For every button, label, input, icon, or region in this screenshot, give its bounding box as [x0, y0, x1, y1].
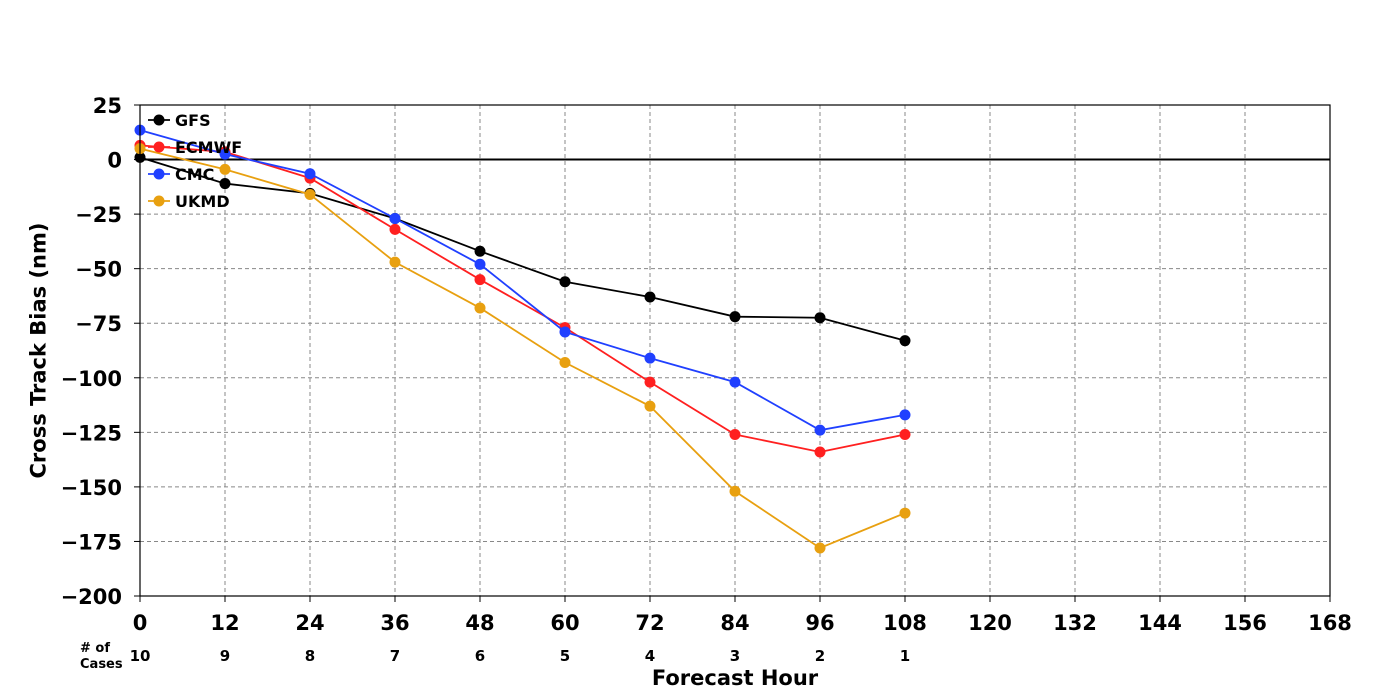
x-tick-labels: 0 12 24 36 48 60 72 84 96 108 120 132 144 156 168: [133, 596, 1352, 635]
data-point-cmc: [474, 258, 486, 270]
y-tick-label: 25: [93, 94, 122, 118]
data-point-ecmwf: [389, 223, 401, 235]
legend-item-ecmwf: ECMWF: [148, 138, 242, 157]
case-count: 3: [730, 647, 740, 665]
data-point-cmc: [899, 409, 911, 421]
data-point-ecmwf: [644, 376, 656, 388]
y-tick-label: −125: [61, 421, 122, 445]
x-tick-label: 132: [1053, 611, 1097, 635]
data-point-cmc: [219, 148, 231, 160]
case-count: 5: [560, 647, 570, 665]
case-count: 2: [815, 647, 825, 665]
x-tick-label: 72: [635, 611, 664, 635]
data-point-gfs: [474, 245, 486, 257]
x-tick-label: 24: [295, 611, 324, 635]
y-tick-label: −100: [61, 367, 122, 391]
data-point-ecmwf: [729, 429, 741, 441]
series-cmc: [134, 124, 911, 436]
data-point-ukmd: [899, 507, 911, 519]
legend-label: GFS: [175, 111, 211, 130]
y-tick-label: −200: [61, 585, 122, 609]
y-tick-label: −175: [61, 530, 122, 554]
x-tick-label: 96: [805, 611, 834, 635]
series-line-gfs: [139, 156, 906, 342]
data-point-ukmd: [389, 256, 401, 268]
data-point-cmc: [559, 326, 571, 338]
case-count: 7: [390, 647, 400, 665]
y-tick-labels: 25 0 −25 −50 −75 −100 −125 −150 −175 −200: [61, 94, 140, 609]
y-tick-label: −25: [75, 203, 122, 227]
legend-item-gfs: GFS: [148, 111, 211, 130]
legend-marker: [153, 114, 165, 126]
series-gfs: [134, 151, 911, 347]
x-tick-label: 108: [883, 611, 927, 635]
x-tick-label: 48: [465, 611, 494, 635]
data-point-ecmwf: [474, 274, 486, 286]
legend-marker: [153, 168, 165, 180]
x-tick-label: 36: [380, 611, 409, 635]
y-tick-label: 0: [107, 149, 122, 173]
legend-item-ukmd: UKMD: [148, 192, 230, 211]
series-line-ukmd: [139, 147, 906, 550]
data-point-ukmd: [474, 302, 486, 314]
data-point-ecmwf: [814, 446, 826, 458]
x-tick-label: 84: [720, 611, 749, 635]
case-count: 1: [900, 647, 910, 665]
data-point-ukmd: [304, 188, 316, 200]
legend-marker: [153, 141, 165, 153]
series-ukmd: [134, 143, 911, 554]
cases-row: # of Cases 10 9 8 7 6 5 4 3 2 1: [80, 641, 910, 672]
data-point-gfs: [559, 276, 571, 288]
cases-label-line: # of: [80, 641, 110, 656]
data-point-gfs: [644, 291, 656, 303]
x-tick-label: 60: [550, 611, 579, 635]
data-point-ukmd: [219, 163, 231, 175]
y-tick-label: −150: [61, 476, 122, 500]
legend-label: UKMD: [175, 192, 230, 211]
legend-label: ECMWF: [175, 138, 242, 157]
data-point-cmc: [729, 376, 741, 388]
series-line-ecmwf: [139, 144, 906, 453]
case-count: 6: [475, 647, 485, 665]
x-tick-label: 12: [210, 611, 239, 635]
legend-label: CMC: [175, 165, 214, 184]
case-count: 10: [130, 647, 151, 665]
data-point-gfs: [729, 311, 741, 323]
y-tick-label: −75: [75, 312, 122, 336]
x-tick-label: 156: [1223, 611, 1267, 635]
data-point-cmc: [389, 212, 401, 224]
data-point-cmc: [814, 424, 826, 436]
x-tick-label: 168: [1308, 611, 1352, 635]
y-axis-label: Cross Track Bias (nm): [26, 223, 50, 479]
legend-item-cmc: CMC: [148, 165, 214, 184]
y-tick-label: −50: [75, 258, 122, 282]
x-axis-label: Forecast Hour: [652, 666, 819, 690]
case-count: 8: [305, 647, 315, 665]
x-tick-label: 0: [133, 611, 148, 635]
data-point-cmc: [644, 352, 656, 364]
data-point-ukmd: [729, 485, 741, 497]
legend: GFS ECMWF CMC UKMD: [148, 111, 242, 211]
data-point-gfs: [814, 312, 826, 324]
cases-label-line: Cases: [80, 657, 123, 672]
case-count: 9: [220, 647, 230, 665]
data-point-ukmd: [559, 357, 571, 369]
data-point-ukmd: [814, 542, 826, 554]
data-point-gfs: [219, 178, 231, 190]
legend-marker: [153, 195, 165, 207]
data-point-cmc: [304, 168, 316, 180]
x-tick-label: 144: [1138, 611, 1182, 635]
series-group: [134, 124, 911, 554]
x-tick-label: 120: [968, 611, 1012, 635]
case-count: 4: [645, 647, 655, 665]
data-point-ukmd: [644, 400, 656, 412]
data-point-ecmwf: [899, 429, 911, 441]
series-ecmwf: [134, 139, 911, 458]
series-line-cmc: [139, 129, 906, 432]
cases-label: # of Cases: [80, 641, 123, 672]
data-point-gfs: [899, 335, 911, 347]
